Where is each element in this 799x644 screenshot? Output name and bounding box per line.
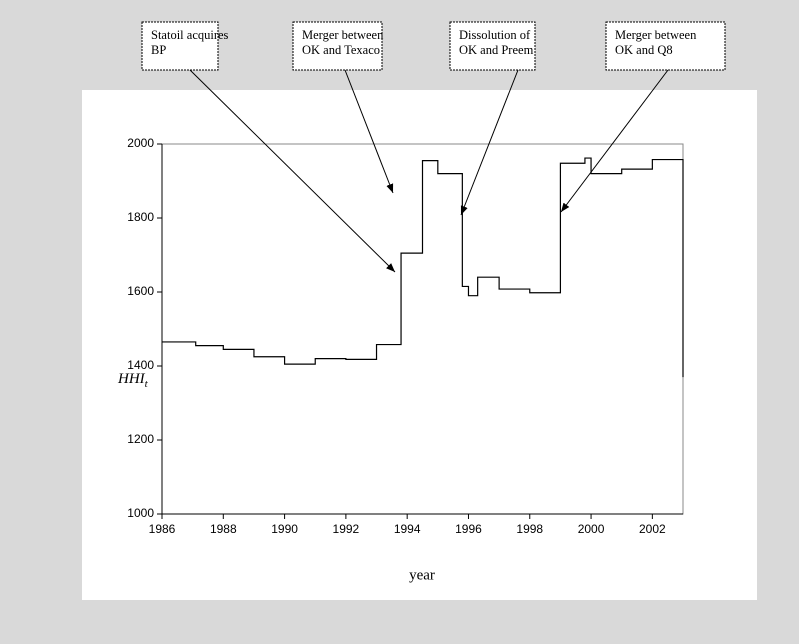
annotation-box [449, 21, 536, 71]
y-tick-label: 1800 [127, 210, 154, 224]
y-axis-label: HHIt [117, 371, 149, 389]
annotation-arrow [344, 69, 394, 194]
annotation-text: BP [151, 43, 166, 57]
annotation-text: OK and Preem [459, 43, 534, 57]
y-tick-label: 1400 [127, 358, 154, 372]
x-tick-label: 1992 [333, 522, 360, 536]
x-axis-label: year [409, 567, 435, 583]
annotation-arrow [560, 69, 669, 213]
annotation-text: Statoil acquires [151, 28, 229, 42]
annotation-text: Merger between [615, 28, 697, 42]
x-tick-label: 1996 [455, 522, 482, 536]
x-tick-label: 1998 [516, 522, 543, 536]
annotation-text: OK and Q8 [615, 43, 673, 57]
x-tick-label: 1988 [210, 522, 237, 536]
x-tick-label: 1994 [394, 522, 421, 536]
x-tick-label: 2000 [578, 522, 605, 536]
annotation-box [605, 21, 726, 71]
y-tick-label: 1200 [127, 432, 154, 446]
annotation-text: Merger between [302, 28, 384, 42]
annotation-box [141, 21, 219, 71]
annotation-arrow [460, 69, 519, 216]
panel [82, 90, 757, 600]
y-label-sub: t [145, 378, 149, 390]
x-tick-label: 2002 [639, 522, 666, 536]
y-tick-label: 2000 [127, 136, 154, 150]
x-tick-label: 1986 [149, 522, 176, 536]
y-tick-label: 1600 [127, 284, 154, 298]
y-tick-label: 1000 [127, 506, 154, 520]
line [162, 157, 684, 378]
y-label-main: HHI [117, 371, 146, 387]
annotation-text: Dissolution of [459, 28, 531, 42]
annotation-box [292, 21, 383, 71]
annotation-arrow [189, 69, 396, 273]
annotation-text: OK and Texaco [302, 43, 380, 57]
x-tick-label: 1990 [271, 522, 298, 536]
